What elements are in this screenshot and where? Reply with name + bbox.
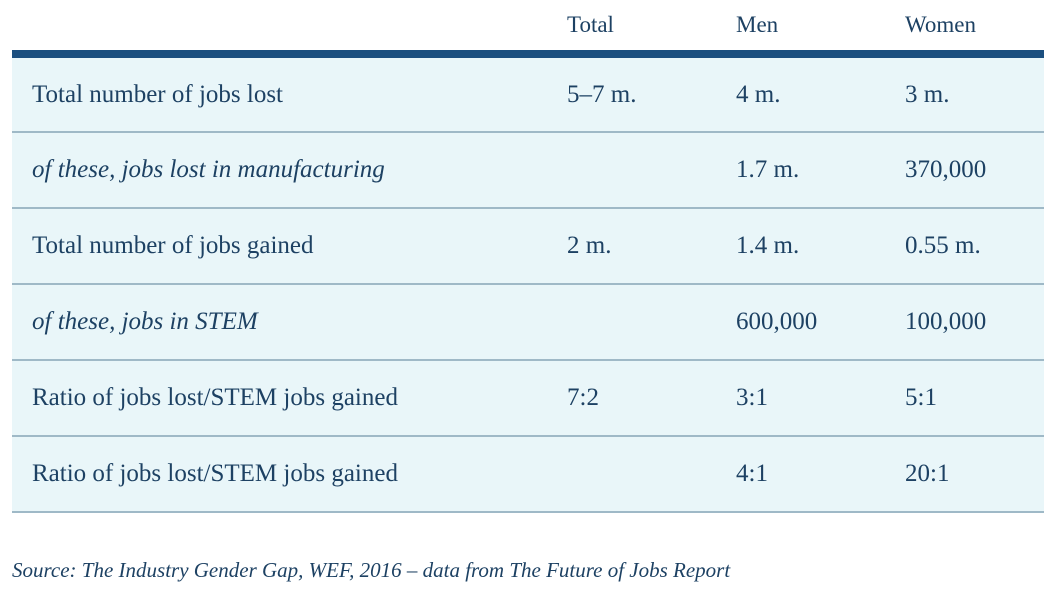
row-label: Ratio of jobs lost/STEM jobs gained: [32, 384, 398, 411]
cell-men: 1.7 m.: [736, 156, 800, 183]
table-row: Ratio of jobs lost/STEM jobs gained 7:2 …: [12, 361, 1044, 437]
table-row: Total number of jobs lost 5–7 m. 4 m. 3 …: [12, 58, 1044, 133]
row-label: Total number of jobs lost: [32, 80, 284, 108]
cell-men: 4 m.: [736, 80, 781, 108]
column-header-total: Total: [567, 12, 614, 37]
table-row: Total number of jobs gained 2 m. 1.4 m. …: [12, 209, 1044, 285]
table-row: of these, jobs lost in manufacturing 1.7…: [12, 133, 1044, 209]
source-note: Source: The Industry Gender Gap, WEF, 20…: [12, 558, 731, 582]
table-row: Ratio of jobs lost/STEM jobs gained 4:1 …: [12, 437, 1044, 513]
cell-women: 0.55 m.: [905, 232, 981, 259]
cell-men: 4:1: [736, 460, 768, 487]
header-rule: [12, 50, 1044, 58]
row-label: Total number of jobs gained: [32, 232, 314, 259]
row-label: Ratio of jobs lost/STEM jobs gained: [32, 460, 398, 487]
column-header-men: Men: [736, 12, 779, 37]
table-body: Total number of jobs lost 5–7 m. 4 m. 3 …: [12, 58, 1044, 513]
cell-total: 2 m.: [567, 232, 612, 259]
row-label: of these, jobs lost in manufacturing: [32, 156, 385, 183]
table-row: of these, jobs in STEM 600,000 100,000: [12, 285, 1044, 361]
cell-total: 7:2: [567, 384, 599, 411]
cell-men: 3:1: [736, 384, 768, 411]
jobs-table: Total Men Women Total number of jobs los…: [12, 0, 1044, 513]
cell-men: 1.4 m.: [736, 232, 800, 259]
row-label: of these, jobs in STEM: [32, 308, 258, 335]
table-header: Total Men Women: [12, 0, 1044, 50]
cell-women: 20:1: [905, 460, 950, 487]
cell-women: 370,000: [905, 156, 987, 183]
cell-men: 600,000: [736, 308, 818, 335]
cell-women: 3 m.: [905, 80, 950, 108]
column-header-women: Women: [905, 12, 976, 37]
cell-women: 5:1: [905, 384, 937, 411]
cell-total: 5–7 m.: [567, 80, 637, 108]
cell-women: 100,000: [905, 308, 987, 335]
